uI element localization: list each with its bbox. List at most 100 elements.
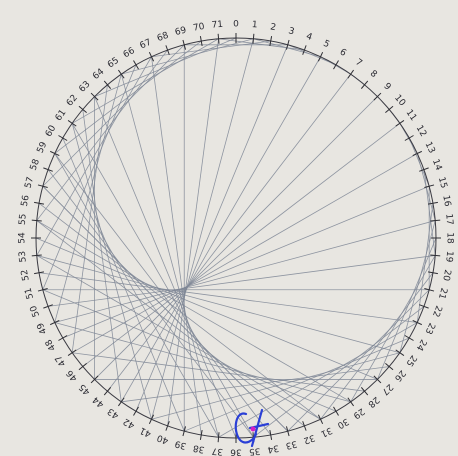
tick	[43, 304, 53, 309]
string	[36, 49, 168, 221]
point-label: 42	[122, 416, 137, 430]
string	[54, 322, 351, 403]
string	[82, 122, 401, 367]
tick	[78, 362, 87, 371]
tick	[412, 319, 423, 326]
point-label: 19	[443, 250, 454, 263]
string	[120, 56, 321, 403]
string	[54, 74, 122, 323]
tick	[360, 387, 369, 396]
tick	[148, 414, 155, 425]
tick	[217, 432, 220, 443]
point-label: 41	[138, 425, 153, 439]
string	[42, 289, 337, 412]
point-label: 40	[156, 432, 170, 445]
tick	[90, 92, 99, 101]
tick	[67, 120, 77, 127]
tick	[199, 429, 203, 440]
string	[36, 56, 152, 256]
tick	[269, 36, 273, 47]
tick	[419, 167, 429, 172]
tick	[373, 375, 382, 384]
string	[54, 40, 202, 154]
point-label: 54	[18, 232, 28, 244]
string	[42, 44, 185, 187]
string	[82, 109, 122, 402]
string	[218, 322, 418, 438]
point-label: 71	[211, 20, 223, 31]
tick	[360, 80, 369, 89]
tick	[133, 406, 139, 416]
string	[94, 96, 237, 439]
tick	[43, 167, 53, 172]
point-label: 49	[35, 321, 49, 336]
tick	[90, 375, 99, 384]
string	[35, 237, 378, 380]
tick	[302, 421, 307, 431]
point-label: 1	[251, 20, 258, 30]
point-label: 39	[174, 438, 188, 451]
string	[71, 123, 254, 438]
tick	[404, 335, 414, 341]
tick	[427, 201, 438, 205]
string	[47, 169, 254, 438]
tick	[317, 414, 324, 425]
point-label: 57	[23, 176, 36, 190]
string	[287, 289, 430, 432]
tick	[285, 39, 290, 50]
tick	[37, 184, 48, 189]
point-label: 35	[248, 445, 260, 456]
tick	[182, 39, 187, 50]
string	[72, 352, 365, 392]
string	[120, 74, 219, 438]
tick	[412, 150, 423, 157]
point-label: 6	[338, 47, 348, 59]
point-label: 17	[443, 213, 454, 225]
tick	[217, 33, 220, 44]
point-label: 67	[138, 38, 153, 52]
string	[38, 272, 418, 323]
point-label: 51	[23, 286, 36, 300]
point-label: 16	[440, 194, 452, 207]
tick	[373, 92, 382, 101]
tick	[34, 201, 45, 205]
tick	[333, 60, 339, 70]
tick	[285, 426, 290, 437]
tick	[317, 51, 324, 62]
point-label: 3	[287, 26, 295, 37]
point-label: 23	[423, 321, 437, 336]
string	[54, 153, 219, 438]
tick	[430, 254, 441, 257]
tick	[31, 219, 42, 222]
point-label: 9	[381, 81, 392, 92]
tick	[347, 69, 354, 79]
point-label: 14	[430, 158, 443, 172]
pen-dot	[250, 426, 256, 432]
tick	[34, 271, 45, 275]
string	[54, 153, 272, 436]
point-label: 21	[436, 286, 449, 300]
string	[151, 40, 271, 58]
point-label: 5	[322, 39, 331, 50]
point-label: 18	[445, 232, 455, 244]
tick	[395, 120, 405, 127]
tick	[103, 387, 112, 396]
tick	[49, 319, 60, 326]
point-label: 36	[230, 447, 242, 456]
tick	[333, 406, 339, 416]
ticks	[31, 33, 441, 443]
string	[71, 123, 152, 420]
point-label: 69	[174, 25, 188, 38]
string	[42, 64, 137, 290]
tick	[252, 33, 255, 44]
point-label: 12	[414, 124, 428, 139]
point-label: 31	[319, 425, 334, 439]
string	[48, 255, 436, 307]
string	[36, 220, 351, 403]
tick	[58, 335, 68, 341]
point-label: 22	[430, 304, 443, 318]
point-label: 37	[211, 445, 223, 456]
string	[121, 366, 390, 403]
